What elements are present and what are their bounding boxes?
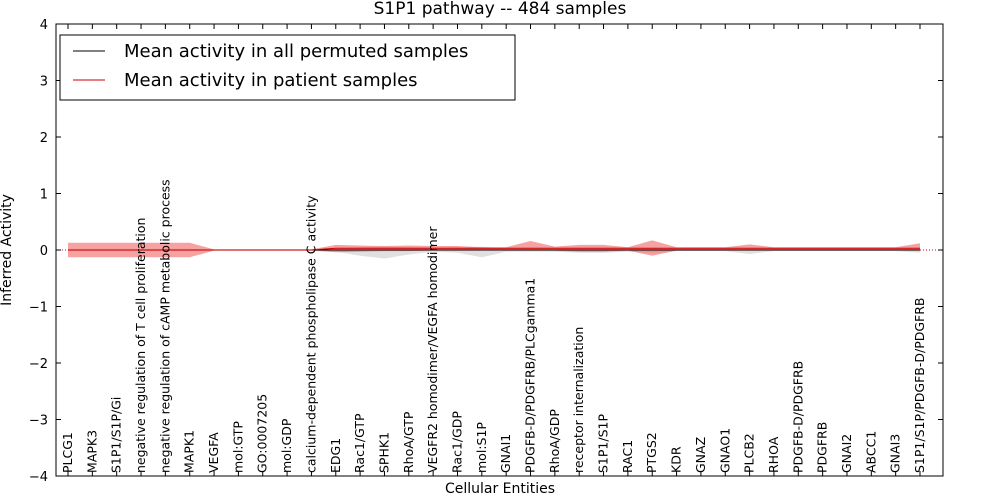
- plot-border: [55, 23, 944, 477]
- legend: Mean activity in all permuted samples Me…: [59, 34, 516, 101]
- category-label: PTGS2: [644, 432, 659, 473]
- category-label: PDGFB-D/PDGFRB/PLCgamma1: [523, 278, 538, 473]
- category-label: KDR: [669, 446, 684, 473]
- category-label: GNAZ: [693, 437, 708, 473]
- category-label: GNAI2: [839, 434, 854, 473]
- y-tick-label: 4: [40, 18, 48, 33]
- category-label: GNAI3: [888, 434, 903, 473]
- category-label: ABCC1: [863, 431, 878, 473]
- category-label: RhoA/GTP: [401, 411, 416, 473]
- y-axis-ticks: −4 −3 −2 −1 0 1 2 3 4: [29, 18, 943, 485]
- category-label: MAPK3: [84, 430, 99, 473]
- category-label: MAPK1: [182, 430, 197, 473]
- category-labels: PLCG1 MAPK3 S1P1/S1P/Gi negative regulation…: [60, 179, 927, 473]
- series-line-patient: [68, 247, 920, 251]
- x-axis-label: Cellular Entities: [445, 481, 555, 497]
- y-tick-label: −4: [29, 470, 48, 485]
- category-label: EDG1: [328, 438, 343, 473]
- category-label: RHOA: [766, 436, 781, 473]
- category-label: Rac1/GDP: [450, 411, 465, 473]
- y-tick-label: 1: [40, 188, 48, 203]
- y-axis-label: Inferred Activity: [0, 194, 15, 306]
- category-label: S1P1/S1P/PDGFB-D/PDGFRB: [912, 298, 927, 474]
- category-label: RAC1: [620, 440, 635, 473]
- band-patient: [68, 240, 920, 258]
- category-label: Rac1/GTP: [352, 413, 367, 473]
- category-label: negative regulation of T cell proliferat…: [133, 218, 148, 473]
- category-label: mol:GDP: [279, 418, 294, 473]
- category-label: GNAO1: [717, 428, 732, 473]
- legend-box: [59, 34, 516, 101]
- y-tick-label: −3: [29, 414, 48, 429]
- category-label: GO:0007205: [255, 394, 270, 473]
- x-axis-ticks: [67, 24, 921, 476]
- category-label: PDGFB-D/PDGFRB: [790, 361, 805, 473]
- legend-label-patient: Mean activity in patient samples: [124, 70, 418, 91]
- category-label: RhoA/GDP: [547, 409, 562, 473]
- category-label: mol:GTP: [230, 421, 245, 473]
- category-label: S1P1/S1P: [596, 414, 611, 473]
- chart-title: S1P1 pathway -- 484 samples: [374, 0, 627, 19]
- category-label: receptor internalization: [571, 327, 586, 473]
- category-label: PLCB2: [742, 433, 757, 473]
- category-label: PLCG1: [60, 432, 75, 473]
- category-label: VEGFA: [206, 432, 221, 473]
- category-label: GNAI1: [498, 434, 513, 473]
- series-lines: [68, 247, 920, 251]
- category-label: mol:S1P: [474, 422, 489, 473]
- category-label: S1P1/S1P/Gi: [109, 397, 124, 473]
- y-tick-label: 2: [40, 131, 48, 146]
- legend-label-permuted: Mean activity in all permuted samples: [124, 41, 468, 62]
- category-label: SPHK1: [377, 432, 392, 473]
- y-tick-label: −2: [29, 357, 48, 372]
- y-tick-label: 3: [40, 75, 48, 90]
- y-tick-label: −1: [29, 301, 48, 316]
- category-label: VEGFR2 homodimer/VEGFA homodimer: [425, 226, 440, 473]
- y-tick-label: 0: [40, 244, 48, 259]
- category-label: calcium-dependent phospholipase C activi…: [303, 195, 318, 473]
- category-label: PDGFRB: [815, 422, 830, 473]
- category-label: negative regulation of cAMP metabolic pr…: [157, 179, 172, 473]
